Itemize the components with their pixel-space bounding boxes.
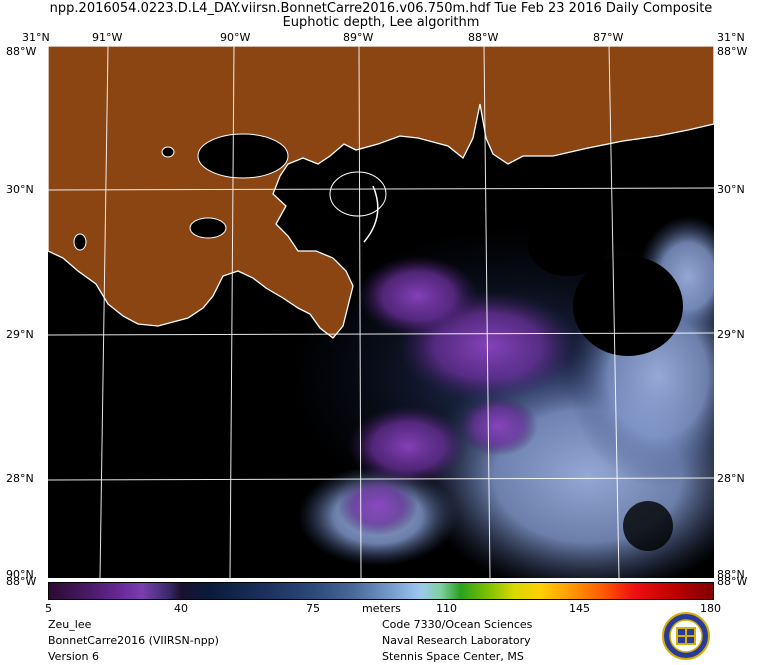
corner-lon-label-top-right: 88°W <box>717 45 748 58</box>
lat-label-left-29n: 29°N <box>6 328 34 341</box>
colorbar-tick-180: 180 <box>700 602 721 615</box>
version: Version 6 <box>48 650 99 663</box>
colorbar-tick-145: 145 <box>569 602 590 615</box>
colorbar-tick-40: 40 <box>174 602 188 615</box>
corner-lat-label-bottom-right: 88°N <box>717 568 745 581</box>
footer-right: Code 7330/Ocean Sciences Naval Research … <box>382 617 532 665</box>
corner-lat-label-bottom-left: 90°N <box>6 568 34 581</box>
lat-label-right-30n: 30°N <box>717 183 745 196</box>
org-location: Stennis Space Center, MS <box>382 650 524 663</box>
lat-label-left-28n: 28°N <box>6 472 34 485</box>
corner-lat-label-top-right: 31°N <box>717 31 745 44</box>
region-sensor: BonnetCarre2016 (VIIRSN-npp) <box>48 634 219 647</box>
colorbar-units: meters <box>362 602 401 615</box>
colorbar <box>48 582 714 600</box>
corner-lat-label-top-left: 31°N <box>22 31 50 44</box>
colorbar-tick-75: 75 <box>306 602 320 615</box>
lon-label-top-87w: 87°W <box>593 31 624 44</box>
land-mass <box>48 46 714 339</box>
map-svg <box>48 46 714 578</box>
corner-lon-label-bottom-right: 88°W <box>717 575 748 588</box>
lon-label-top-88w: 88°W <box>468 31 499 44</box>
lat-label-right-29n: 29°N <box>717 328 745 341</box>
org-name: Naval Research Laboratory <box>382 634 531 647</box>
org-code: Code 7330/Ocean Sciences <box>382 618 533 631</box>
corner-lon-label-bottom-left: 88°W <box>6 575 37 588</box>
graticule <box>48 46 714 578</box>
product-name: Zeu_lee <box>48 618 92 631</box>
lat-label-right-28n: 28°N <box>717 472 745 485</box>
nrl-seal-logo <box>662 612 710 660</box>
map-title-line2: Euphotic depth, Lee algorithm <box>282 15 480 30</box>
colorbar-tick-5: 5 <box>45 602 52 615</box>
ocean-data-layer <box>288 216 714 578</box>
corner-lon-label-top-left: 88°W <box>6 45 37 58</box>
lon-label-top-91w: 91°W <box>92 31 123 44</box>
footer-left: Zeu_lee BonnetCarre2016 (VIIRSN-npp) Ver… <box>48 617 219 665</box>
map-title-line1: npp.2016054.0223.D.L4_DAY.viirsn.BonnetC… <box>49 1 713 16</box>
lat-label-left-30n: 30°N <box>6 183 34 196</box>
lon-label-top-90w: 90°W <box>220 31 251 44</box>
colorbar-tick-110: 110 <box>436 602 457 615</box>
map-canvas[interactable] <box>48 46 714 578</box>
lon-label-top-89w: 89°W <box>343 31 374 44</box>
